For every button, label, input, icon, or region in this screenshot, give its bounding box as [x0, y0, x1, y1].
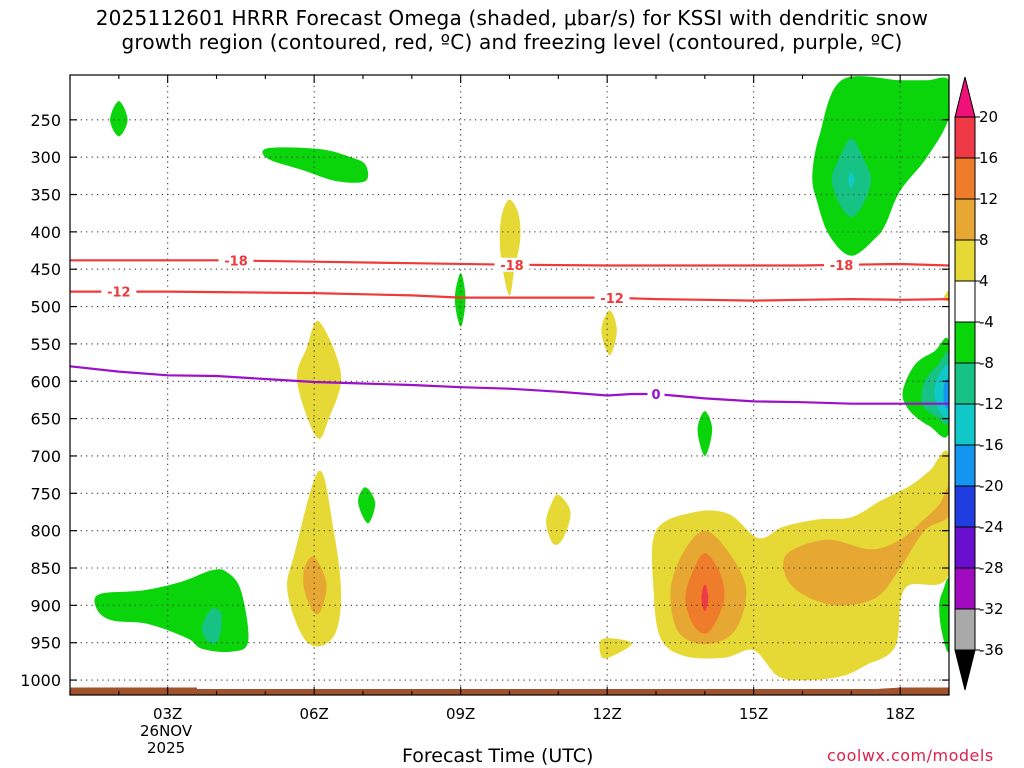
omega-region-teal-920 [201, 608, 222, 644]
y-tick-label-850: 850 [30, 559, 61, 578]
y-tick-label-750: 750 [30, 484, 61, 503]
date-label-year: 2025 [147, 739, 186, 757]
omega-region-green-900-right [939, 578, 949, 653]
contour-label--18: -18 [830, 259, 854, 274]
contour--18C-isotherm [70, 259, 950, 267]
omega-shaded-regions [70, 76, 949, 695]
credit-link[interactable]: coolwx.com/models [827, 746, 994, 765]
title-line-2: growth region (contoured, red, ºC) and f… [121, 30, 903, 54]
y-axis: 250 300 350 400 450 500 550 600 650 700 750 800 850 9… [20, 111, 949, 690]
y-tick-label-450: 450 [30, 260, 61, 279]
omega-region-blue-610-right [943, 378, 949, 410]
grid-lines [70, 75, 949, 695]
y-tick-label-550: 550 [30, 335, 61, 354]
contour-label-bg [594, 290, 630, 305]
omega-region-yellow-780 [546, 494, 571, 545]
contour-label-bg [647, 386, 665, 401]
colorbar: 20 16 12 8 4 -4 -8 -12 -16 -20 -24 -28 -32 -36 [954, 76, 1004, 691]
contour-label-bg [101, 284, 137, 299]
contour-label-0: 0 [651, 388, 660, 403]
y-tick-label-800: 800 [30, 522, 61, 541]
colorbar-bin--28--24 [954, 526, 976, 569]
y-tick-label-300: 300 [30, 148, 61, 167]
omega-region-orange-870 [303, 556, 327, 615]
colorbar-bin--32--28 [954, 567, 976, 610]
colorbar-label-16: 16 [979, 149, 998, 167]
x-tick-label-12Z: 12Z [592, 705, 621, 723]
omega-region-green-660 [697, 411, 713, 456]
contour-lines: -18 -18 -18 -12 -12 0 [69, 253, 950, 405]
colorbar-label--32: -32 [979, 600, 1004, 618]
omega-region-green-490 [454, 273, 466, 327]
omega-region-green-top-right [812, 76, 949, 256]
colorbar-label--12: -12 [979, 395, 1004, 413]
colorbar-bin--24--20 [954, 485, 976, 528]
y-tick-label-500: 500 [30, 298, 61, 317]
y-tick-label-950: 950 [30, 634, 61, 653]
colorbar-bottom-arrow [954, 649, 976, 691]
colorbar-bin--20--16 [954, 444, 976, 487]
y-tick-label-900: 900 [30, 596, 61, 615]
title-line-1: 2025112601 HRRR Forecast Omega (shaded, … [95, 6, 929, 30]
omega-region-yellow-590 [296, 320, 342, 439]
contour-label-bg [218, 253, 254, 268]
omega-region-yellow-955 [599, 638, 632, 659]
colorbar-bin-12-16 [954, 157, 976, 200]
chart-title: 2025112601 HRRR Forecast Omega (shaded, … [0, 6, 1024, 54]
colorbar-bin-8-12 [954, 198, 976, 241]
x-tick-label-09Z: 09Z [446, 705, 475, 723]
x-tick-label-15Z: 15Z [739, 705, 768, 723]
y-tick-label-350: 350 [30, 186, 61, 205]
omega-region-red-890 [701, 584, 709, 612]
colorbar-label--8: -8 [979, 354, 994, 372]
y-tick-label-250: 250 [30, 111, 61, 130]
colorbar-label--36: -36 [979, 641, 1004, 659]
y-tick-label-700: 700 [30, 447, 61, 466]
colorbar-label--28: -28 [979, 559, 1004, 577]
omega-region-cyan-top-right [848, 172, 855, 189]
omega-region-yellow-530 [601, 310, 617, 356]
contour-label-bg [494, 257, 530, 272]
x-tick-label-06Z: 06Z [299, 705, 328, 723]
colorbar-label--24: -24 [979, 518, 1004, 536]
colorbar-label-12: 12 [979, 190, 998, 208]
colorbar-bin--12--8 [954, 362, 976, 405]
x-axis-label: Forecast Time (UTC) [402, 745, 594, 767]
x-axis: 03Z 06Z 09Z 12Z 15Z 18Z [69, 75, 950, 723]
contour-label-bg [824, 257, 860, 272]
omega-region-green-250 [110, 101, 128, 137]
contour-freezing-level [69, 365, 949, 405]
y-tick-label-1000: 1000 [20, 671, 61, 690]
y-tick-label-650: 650 [30, 410, 61, 429]
colorbar-label--4: -4 [979, 313, 994, 331]
omega-region-green-760 [358, 487, 376, 524]
colorbar-label-8: 8 [979, 231, 989, 249]
contour--12C-isotherm [70, 290, 950, 302]
y-tick-label-400: 400 [30, 223, 61, 242]
omega-region-orange-right [783, 485, 949, 606]
colorbar-label-4: 4 [979, 272, 989, 290]
colorbar-label--16: -16 [979, 436, 1004, 454]
colorbar-bin--8--4 [954, 321, 976, 364]
contour-label--18: -18 [500, 259, 524, 274]
colorbar-label--20: -20 [979, 477, 1004, 495]
date-label-day: 26NOV [140, 722, 193, 740]
colorbar-bin-4-8 [954, 239, 976, 282]
x-tick-label-03Z: 03Z [153, 705, 182, 723]
colorbar-top-arrow [954, 76, 976, 118]
omega-region-green-300 [262, 147, 369, 183]
x-tick-label-18Z: 18Z [885, 705, 914, 723]
contour-label--12: -12 [107, 286, 131, 301]
colorbar-bin--36--32 [954, 608, 976, 651]
contour-label--12: -12 [600, 292, 624, 307]
colorbar-bin--16--12 [954, 403, 976, 446]
colorbar-label-20: 20 [979, 108, 998, 126]
omega-region-yellow-380 [499, 199, 521, 296]
contour-label--18: -18 [224, 255, 248, 270]
colorbar-bin-16-20 [954, 116, 976, 159]
colorbar-bin--4-4 [954, 280, 976, 323]
omega-region-green-900 [94, 569, 249, 653]
y-tick-label-600: 600 [30, 372, 61, 391]
